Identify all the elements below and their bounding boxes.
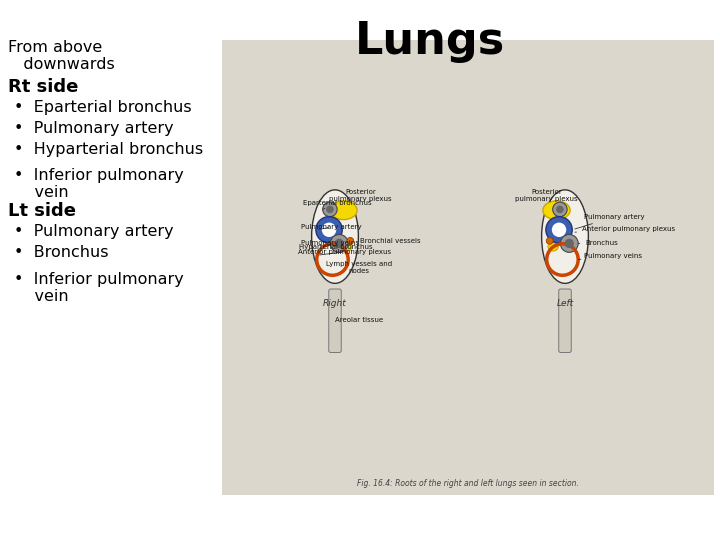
Text: Lymph vessels and
nodes: Lymph vessels and nodes <box>325 261 392 274</box>
Circle shape <box>347 238 354 244</box>
Ellipse shape <box>312 190 359 284</box>
Text: Lt side: Lt side <box>8 202 76 220</box>
Text: •  Hyparterial bronchus: • Hyparterial bronchus <box>14 142 203 157</box>
Circle shape <box>546 217 572 243</box>
Text: •  Inferior pulmonary
    vein: • Inferior pulmonary vein <box>14 272 184 305</box>
Text: downwards: downwards <box>8 57 114 72</box>
Ellipse shape <box>541 190 588 284</box>
Text: Pulmonary artery: Pulmonary artery <box>301 224 361 230</box>
Ellipse shape <box>342 242 352 251</box>
Circle shape <box>553 202 567 217</box>
Text: Eparterial bronchus: Eparterial bronchus <box>302 200 372 210</box>
Circle shape <box>560 234 578 252</box>
Ellipse shape <box>543 201 570 220</box>
Text: Pulmonary veins: Pulmonary veins <box>301 240 359 248</box>
Text: Bronchus: Bronchus <box>578 240 618 246</box>
Text: •  Pulmonary artery: • Pulmonary artery <box>14 121 174 136</box>
Circle shape <box>556 206 564 213</box>
Text: Pulmonary artery: Pulmonary artery <box>575 214 644 229</box>
Text: Anterior pulmonary plexus: Anterior pulmonary plexus <box>575 226 675 232</box>
Text: Anterior pulmonary plexus: Anterior pulmonary plexus <box>297 249 391 255</box>
Text: Posterior
pulmonary plexus: Posterior pulmonary plexus <box>329 189 392 202</box>
Circle shape <box>316 217 342 243</box>
Text: •  Eparterial bronchus: • Eparterial bronchus <box>14 100 192 115</box>
FancyBboxPatch shape <box>329 289 341 353</box>
Text: Left: Left <box>557 300 574 308</box>
Text: Pulmonary veins: Pulmonary veins <box>578 253 642 260</box>
FancyBboxPatch shape <box>559 289 571 353</box>
Circle shape <box>322 222 336 237</box>
Text: Posterior
pulmonary plexus: Posterior pulmonary plexus <box>515 189 577 202</box>
Text: Bronchial vessels: Bronchial vessels <box>361 238 421 244</box>
Ellipse shape <box>548 242 558 251</box>
Text: Hyparterial bronchus: Hyparterial bronchus <box>300 244 373 250</box>
Text: From above: From above <box>8 40 102 55</box>
Text: Rt side: Rt side <box>8 78 78 96</box>
Text: •  Inferior pulmonary
    vein: • Inferior pulmonary vein <box>14 168 184 200</box>
Text: Right: Right <box>323 300 347 308</box>
Text: Areolar tissue: Areolar tissue <box>335 316 383 322</box>
Circle shape <box>564 239 574 248</box>
Circle shape <box>546 238 553 244</box>
Ellipse shape <box>330 201 357 220</box>
FancyBboxPatch shape <box>222 40 714 495</box>
Text: •  Pulmonary artery: • Pulmonary artery <box>14 224 174 239</box>
Circle shape <box>323 202 337 217</box>
Text: •  Bronchus: • Bronchus <box>14 245 109 260</box>
Circle shape <box>330 234 348 252</box>
Circle shape <box>335 239 344 248</box>
Circle shape <box>326 206 334 213</box>
Text: Fig. 16.4: Roots of the right and left lungs seen in section.: Fig. 16.4: Roots of the right and left l… <box>357 479 579 488</box>
Text: Lungs: Lungs <box>355 20 505 63</box>
Circle shape <box>552 222 566 237</box>
